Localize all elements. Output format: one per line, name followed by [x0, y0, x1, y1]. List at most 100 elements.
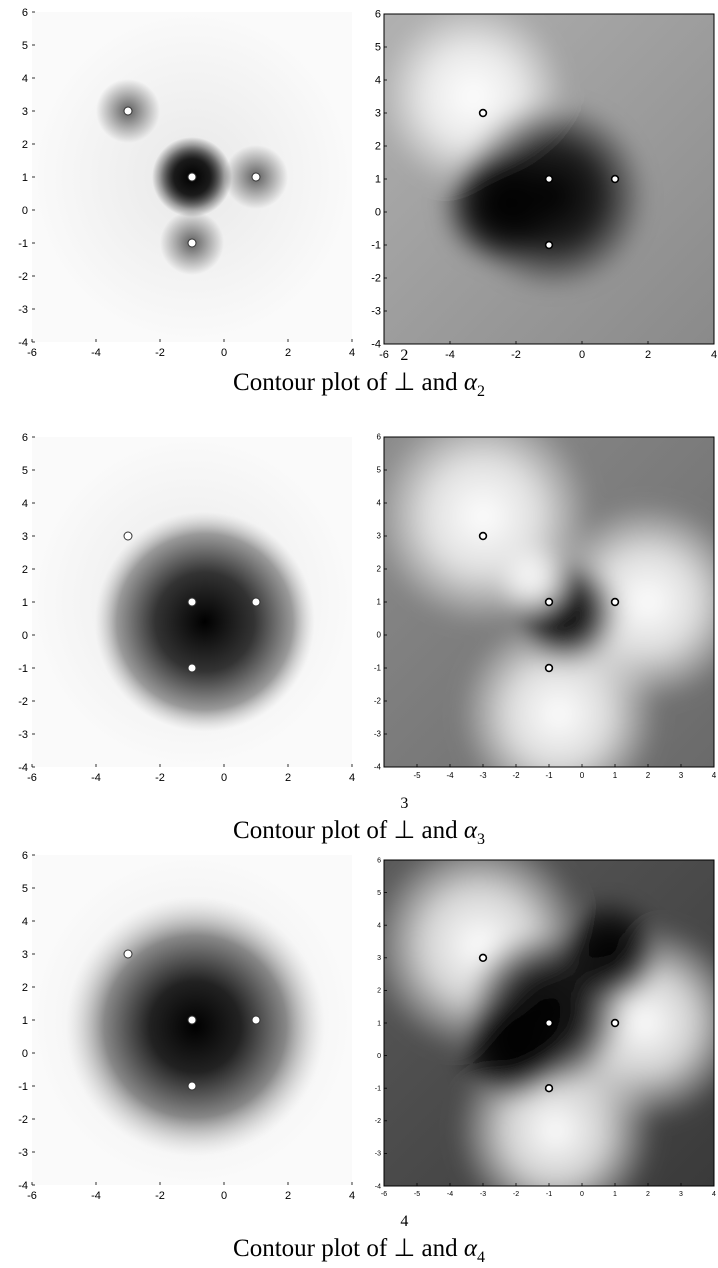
x-tick-label: 2 — [646, 1191, 650, 1198]
x-tick-label: 4 — [349, 347, 355, 359]
x-tick-label: -3 — [479, 771, 487, 780]
y-tick-label: 3 — [377, 532, 382, 541]
y-tick-label: -4 — [374, 763, 382, 772]
x-tick-label: -2 — [155, 347, 165, 359]
point-marker — [478, 953, 488, 962]
y-tick-label: 6 — [375, 9, 381, 21]
point-marker — [123, 949, 133, 959]
x-tick-label: 0 — [221, 772, 227, 784]
point-marker — [187, 597, 197, 607]
x-tick-label: -6 — [27, 347, 37, 359]
perp-symbol: 3 ⊥ — [393, 795, 416, 844]
y-tick-label: -3 — [371, 306, 381, 318]
shade — [495, 542, 576, 623]
shade — [65, 896, 326, 1157]
y-tick-label: -1 — [371, 240, 381, 252]
right-plot: 6 5 4 3 2 1 0 -1 -2 -3 -4 -5 -4 -3 -2 -1 0 1 2 3 4 — [374, 433, 717, 780]
caption-subscript: 4 — [476, 1249, 485, 1266]
x-tick-label: -1 — [545, 771, 553, 780]
y-tick-label: 1 — [22, 172, 28, 184]
caption-greek: α3 — [463, 817, 485, 848]
x-tick-label: -2 — [155, 772, 165, 784]
y-tick-label: 3 — [375, 108, 381, 120]
x-tick-label: 0 — [221, 1190, 227, 1202]
point-marker — [544, 1018, 554, 1028]
y-tick-label: 5 — [375, 42, 381, 54]
y-tick-label: 0 — [375, 207, 381, 219]
point-marker — [610, 174, 620, 184]
y-tick-label: 6 — [22, 432, 28, 444]
x-tick-label: -4 — [91, 1190, 101, 1202]
y-tick-label: 2 — [22, 139, 28, 151]
y-tick-label: 2 — [22, 564, 28, 576]
x-tick-label: 4 — [712, 1191, 716, 1198]
x-tick-label: 1 — [613, 1191, 617, 1198]
x-tick-label: -4 — [91, 347, 101, 359]
y-tick-label: 1 — [22, 1015, 28, 1027]
y-tick-label: 6 — [377, 857, 381, 864]
shade — [94, 511, 315, 732]
x-tick-label: -6 — [27, 772, 37, 784]
y-tick-label: -2 — [18, 696, 28, 708]
y-tick-label: -3 — [18, 1147, 28, 1159]
x-tick-label: -5 — [414, 1191, 420, 1198]
y-tick-label: 6 — [377, 433, 382, 442]
y-tick-label: 5 — [22, 40, 28, 52]
caption-conjunction: and — [421, 369, 458, 396]
x-tick-label: 0 — [221, 347, 227, 359]
x-tick-label: -2 — [155, 1190, 165, 1202]
y-tick-label: -1 — [18, 663, 28, 675]
y-tick-label: 2 — [375, 141, 381, 153]
shade — [454, 994, 565, 1105]
y-tick-label: 4 — [375, 75, 381, 87]
y-tick-label: -1 — [18, 238, 28, 250]
y-tick-label: 5 — [22, 465, 28, 477]
y-tick-label: 5 — [22, 883, 28, 895]
y-tick-label: 2 — [377, 988, 381, 995]
y-tick-label: 4 — [377, 923, 381, 930]
caption-superscript: 2 — [400, 347, 409, 364]
y-tick-label: 0 — [377, 631, 382, 640]
y-tick-label: 5 — [377, 466, 382, 475]
y-tick-label: -4 — [18, 1180, 28, 1192]
y-tick-label: -2 — [371, 273, 381, 285]
caption-section-4: Contour plot of 4 ⊥ and α4 — [0, 1214, 718, 1266]
y-tick-label: 6 — [22, 850, 28, 862]
point-marker — [610, 1018, 620, 1028]
y-tick-label: -4 — [375, 1183, 381, 1190]
caption-subscript: 2 — [476, 383, 485, 400]
point-marker — [251, 1015, 261, 1025]
y-tick-label: 0 — [377, 1053, 381, 1060]
y-tick-label: 5 — [377, 890, 381, 897]
x-tick-label: -6 — [27, 1190, 37, 1202]
y-tick-label: 3 — [22, 531, 28, 543]
x-tick-label: 0 — [579, 349, 585, 361]
y-tick-label: -2 — [375, 1118, 381, 1125]
y-tick-label: 0 — [22, 1048, 28, 1060]
y-tick-label: 2 — [377, 565, 382, 574]
x-tick-label: 0 — [580, 1191, 584, 1198]
y-tick-label: -1 — [374, 664, 382, 673]
point-marker — [187, 1081, 197, 1091]
y-tick-label: -3 — [18, 304, 28, 316]
caption-text: Contour plot of — [233, 1235, 388, 1262]
x-tick-label: 4 — [712, 771, 717, 780]
y-tick-label: -2 — [18, 1114, 28, 1126]
x-tick-label: 2 — [285, 772, 291, 784]
x-tick-label: -4 — [91, 772, 101, 784]
point-marker — [187, 1015, 197, 1025]
y-tick-label: 1 — [375, 174, 381, 186]
x-tick-label: -4 — [446, 771, 454, 780]
y-tick-label: 4 — [22, 916, 28, 928]
x-tick-label: -3 — [480, 1191, 486, 1198]
caption-text: Contour plot of — [233, 817, 388, 844]
y-tick-label: 0 — [22, 630, 28, 642]
y-tick-label: 1 — [22, 597, 28, 609]
caption-text: Contour plot of — [233, 369, 388, 396]
point-marker — [544, 597, 554, 607]
point-marker — [544, 240, 554, 250]
point-marker — [610, 597, 620, 607]
